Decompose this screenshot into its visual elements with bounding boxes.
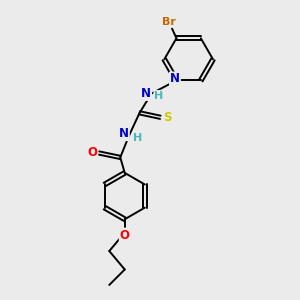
Text: N: N xyxy=(119,127,129,140)
Text: N: N xyxy=(141,87,151,100)
Text: N: N xyxy=(170,73,180,85)
Text: H: H xyxy=(154,91,164,101)
Text: O: O xyxy=(87,146,97,160)
Text: S: S xyxy=(163,111,171,124)
Text: H: H xyxy=(133,133,142,142)
Text: O: O xyxy=(120,229,130,242)
Text: Br: Br xyxy=(162,17,176,27)
